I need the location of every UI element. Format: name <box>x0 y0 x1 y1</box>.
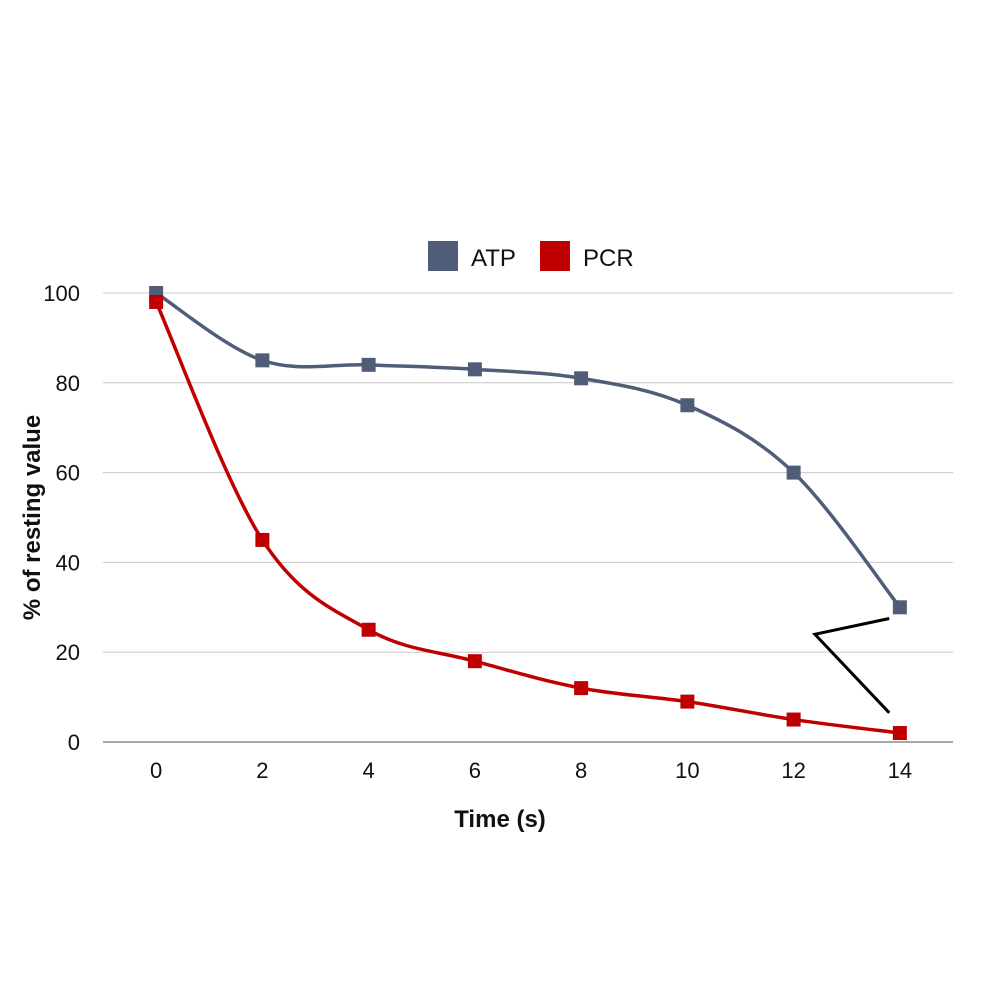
y-axis-title: % of resting value <box>19 415 46 620</box>
x-tick-label: 12 <box>781 758 805 783</box>
legend-swatch-pcr <box>540 241 570 271</box>
data-point-atp <box>680 398 695 413</box>
data-point-pcr <box>892 726 907 741</box>
x-tick-label: 14 <box>888 758 912 783</box>
data-point-pcr <box>786 712 801 727</box>
series-line-atp <box>155 291 902 609</box>
legend-label-atp: ATP <box>471 245 516 272</box>
x-tick-label: 0 <box>150 758 162 783</box>
x-tick-label: 8 <box>575 758 587 783</box>
annotations <box>811 617 891 714</box>
data-point-pcr <box>255 532 270 547</box>
y-tick-label: 40 <box>56 550 80 575</box>
y-tick-label: 80 <box>56 371 80 396</box>
legend-swatch-atp <box>428 241 458 271</box>
data-point-pcr <box>574 681 589 696</box>
data-point-atp <box>574 371 589 386</box>
y-tick-label: 100 <box>43 281 80 306</box>
legend: ATP PCR <box>428 241 634 272</box>
data-point-atp <box>892 600 907 615</box>
data-point-atp <box>361 357 376 372</box>
legend-label-pcr: PCR <box>583 245 634 272</box>
series-line-pcr <box>154 301 901 735</box>
y-tick-label: 60 <box>56 461 80 486</box>
gridlines <box>103 292 953 653</box>
y-tick-label: 20 <box>56 640 80 665</box>
data-point-pcr <box>680 694 695 709</box>
x-tick-label: 4 <box>363 758 375 783</box>
series-group <box>149 286 907 741</box>
x-tick-label: 2 <box>256 758 268 783</box>
data-point-pcr <box>149 294 164 309</box>
y-tick-label: 0 <box>68 730 80 755</box>
x-tick-label: 10 <box>675 758 699 783</box>
axes: 0 20 40 60 80 100 0 2 4 6 8 10 12 14 <box>43 281 953 783</box>
data-point-atp <box>786 465 801 480</box>
x-tick-label: 6 <box>469 758 481 783</box>
annotation-bracket-line <box>811 617 891 714</box>
data-point-pcr <box>361 622 376 637</box>
data-point-pcr <box>467 654 482 669</box>
x-axis-title: Time (s) <box>454 806 546 833</box>
data-point-atp <box>255 353 270 368</box>
data-point-atp <box>467 362 482 377</box>
